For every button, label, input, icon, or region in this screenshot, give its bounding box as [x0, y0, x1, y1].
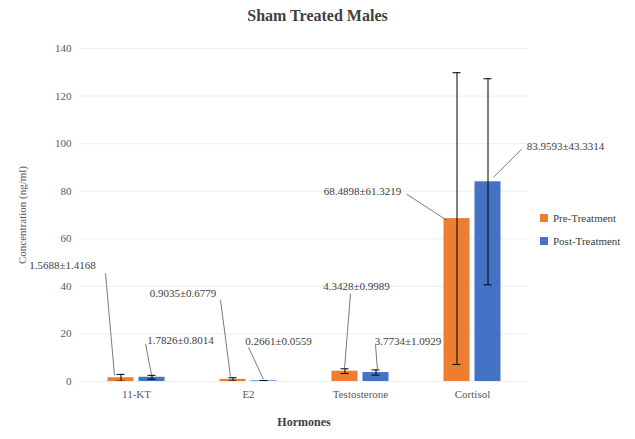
svg-text:68.4898±61.3219: 68.4898±61.3219 — [324, 185, 402, 197]
svg-text:Concentration (ng/ml): Concentration (ng/ml) — [16, 166, 29, 264]
svg-text:Testosterone: Testosterone — [333, 388, 389, 400]
html-text:Pre-Treatment: Pre-Treatment — [553, 212, 617, 224]
html-text:Sham Treated Males: Sham Treated Males — [247, 7, 388, 24]
svg-text:0.9035±0.6779: 0.9035±0.6779 — [150, 287, 217, 299]
svg-text:Cortisol: Cortisol — [455, 388, 490, 400]
svg-text:40: 40 — [61, 280, 73, 292]
svg-text:3.7734±1.0929: 3.7734±1.0929 — [375, 335, 442, 347]
svg-text:11-KT: 11-KT — [122, 388, 151, 400]
svg-text:83.9593±43.3314: 83.9593±43.3314 — [527, 140, 605, 152]
svg-text:1.5688±1.4168: 1.5688±1.4168 — [29, 259, 96, 271]
svg-text:60: 60 — [61, 232, 73, 244]
svg-text:20: 20 — [61, 327, 73, 339]
svg-text:120: 120 — [55, 90, 72, 102]
svg-text:4.3428±0.9989: 4.3428±0.9989 — [323, 280, 390, 292]
html-text:Post-Treatment: Post-Treatment — [553, 235, 621, 247]
svg-text:0: 0 — [66, 375, 72, 387]
svg-text:100: 100 — [55, 137, 72, 149]
svg-text:0.2661±0.0559: 0.2661±0.0559 — [245, 335, 312, 347]
svg-text:1.7826±0.8014: 1.7826±0.8014 — [147, 334, 214, 346]
svg-text:80: 80 — [61, 185, 73, 197]
html-text:Hormones: Hormones — [277, 415, 331, 429]
svg-text:E2: E2 — [242, 388, 254, 400]
svg-text:140: 140 — [55, 42, 72, 54]
